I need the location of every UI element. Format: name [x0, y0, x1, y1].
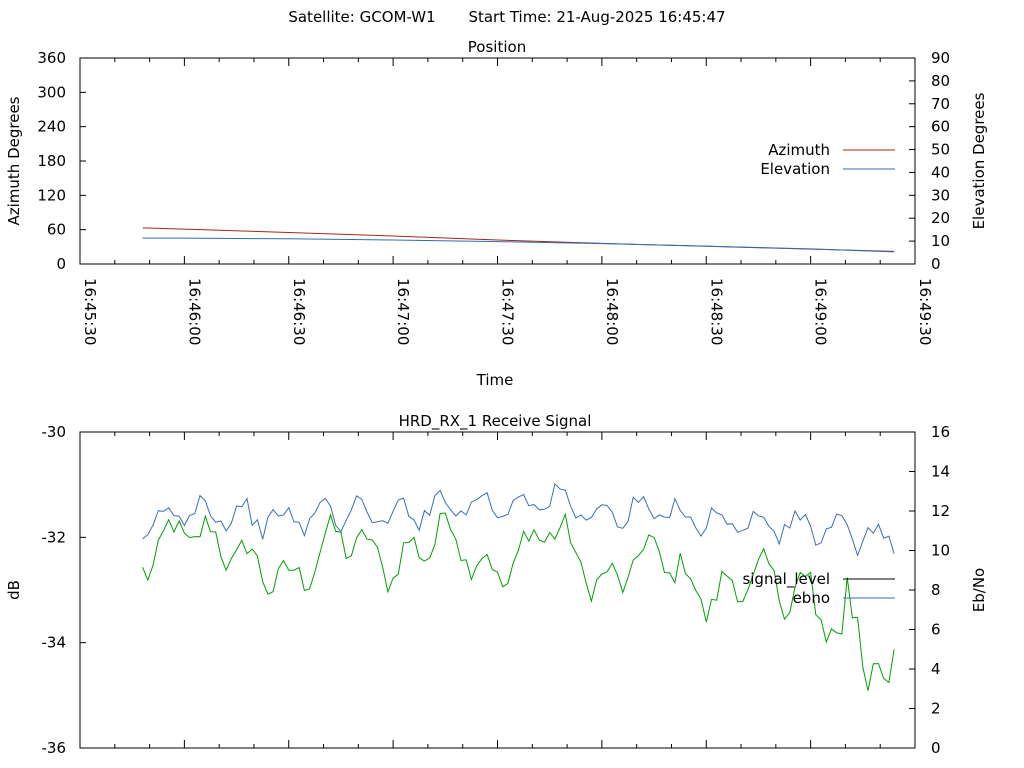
receive-signal-chart-title: HRD_RX_1 Receive Signal	[399, 412, 592, 431]
y-tick-label: -32	[42, 528, 67, 546]
elevation-axis-label: Elevation Degrees	[970, 92, 988, 229]
y2-tick-label: 0	[931, 739, 941, 757]
y2-tick-label: 40	[931, 163, 950, 181]
y2-tick-label: 50	[931, 141, 950, 159]
y2-tick-label: 10	[931, 542, 950, 560]
legend-label: Elevation	[760, 160, 830, 178]
y2-tick-label: 6	[931, 621, 941, 639]
y-tick-label: 180	[37, 152, 66, 170]
y2-tick-label: 10	[931, 232, 950, 250]
y-tick-label: 0	[56, 255, 66, 273]
azimuth-axis-label: Azimuth Degrees	[5, 96, 23, 225]
legend-label: Azimuth	[768, 141, 830, 159]
y2-tick-label: 8	[931, 581, 941, 599]
y2-tick-label: 70	[931, 95, 950, 113]
y2-tick-label: 0	[931, 255, 941, 273]
series-line-ebno	[142, 482, 895, 557]
satellite-label: Satellite: GCOM-W1	[288, 8, 435, 26]
y2-tick-label: 60	[931, 118, 950, 136]
y-tick-label: -30	[42, 423, 67, 441]
y-tick-label: 60	[47, 221, 66, 239]
x-tick-label: 16:46:30	[290, 278, 308, 345]
y2-tick-label: 12	[931, 502, 950, 520]
x-tick-label: 16:49:30	[916, 278, 934, 345]
x-tick-label: 16:49:00	[812, 278, 830, 345]
ebno-axis-label: Eb/No	[970, 568, 988, 612]
y-tick-label: 360	[37, 49, 66, 67]
legend-label: ebno	[793, 589, 830, 607]
x-tick-label: 16:48:00	[603, 278, 621, 345]
legend-label: signal_level	[742, 570, 830, 589]
y2-tick-label: 30	[931, 186, 950, 204]
series-line-signal-level	[142, 512, 895, 691]
y-tick-label: 300	[37, 83, 66, 101]
y2-tick-label: 4	[931, 660, 941, 678]
x-tick-label: 16:45:30	[81, 278, 99, 345]
db-axis-label: dB	[5, 580, 23, 600]
y2-tick-label: 20	[931, 209, 950, 227]
y-tick-label: 240	[37, 118, 66, 136]
position-chart-title: Position	[468, 38, 526, 56]
x-tick-label: 16:47:00	[394, 278, 412, 345]
position-x-axis-label: Time	[476, 371, 514, 389]
y2-tick-label: 2	[931, 700, 941, 718]
start-time-label: Start Time: 21-Aug-2025 16:45:47	[468, 8, 725, 26]
y2-tick-label: 80	[931, 72, 950, 90]
x-tick-label: 16:47:30	[499, 278, 517, 345]
y-tick-label: -36	[42, 739, 67, 757]
y-tick-label: -34	[42, 634, 67, 652]
y2-tick-label: 90	[931, 49, 950, 67]
y-tick-label: 120	[37, 186, 66, 204]
y2-tick-label: 14	[931, 463, 950, 481]
x-tick-label: 16:46:00	[185, 278, 203, 345]
y2-tick-label: 16	[931, 423, 950, 441]
series-line-elevation	[142, 237, 895, 253]
x-tick-label: 16:48:30	[707, 278, 725, 345]
